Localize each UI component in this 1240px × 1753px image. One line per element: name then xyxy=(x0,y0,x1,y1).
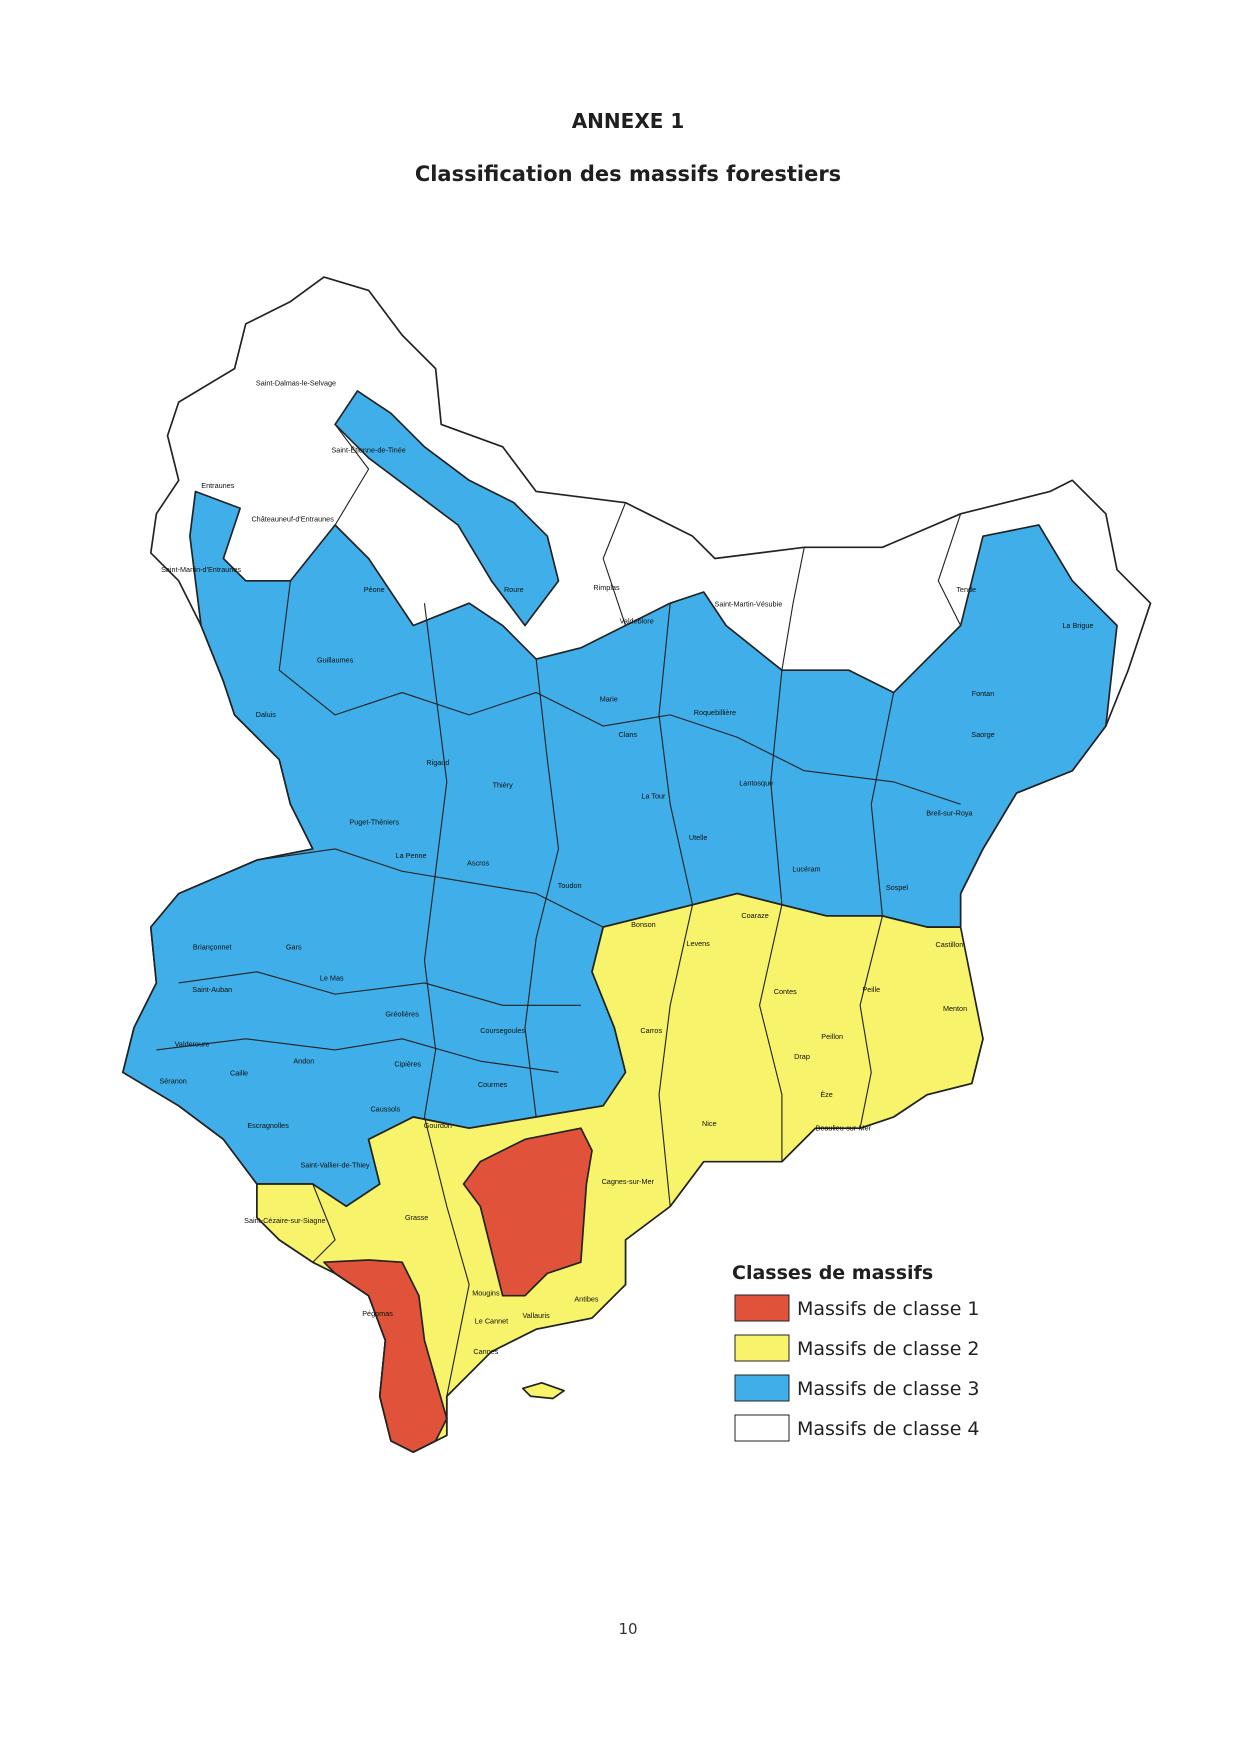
place-label: Castillon xyxy=(936,940,964,949)
place-label: Caille xyxy=(230,1069,248,1078)
place-label: Daluis xyxy=(256,710,277,719)
place-label: Saint-Cézaire-sur-Siagne xyxy=(244,1216,325,1225)
place-label: Valderoure xyxy=(175,1040,210,1049)
place-label: Rimplas xyxy=(593,583,620,592)
legend-label: Massifs de classe 3 xyxy=(797,1378,980,1400)
place-label: Clans xyxy=(618,730,637,739)
place-label: Vallauris xyxy=(523,1311,551,1320)
island xyxy=(521,1382,565,1400)
place-label: Tende xyxy=(956,585,976,594)
place-label: Peillon xyxy=(821,1032,843,1041)
place-label: Saint-Étienne-de-Tinée xyxy=(331,445,405,454)
subtitle: Classification des massifs forestiers xyxy=(415,162,841,186)
place-label: Valdeblore xyxy=(620,616,654,625)
place-label: La Tour xyxy=(641,792,666,801)
place-label: Entraunes xyxy=(201,481,234,490)
class-3-area xyxy=(334,390,560,627)
legend-swatch xyxy=(734,1294,790,1322)
place-label: Saorge xyxy=(971,730,994,739)
place-label: Grasse xyxy=(405,1213,428,1222)
place-label: Gourdon xyxy=(424,1121,452,1130)
place-label: Roquebillière xyxy=(694,708,736,717)
place-label: Guillaumes xyxy=(317,655,354,664)
place-label: Utelle xyxy=(689,833,708,842)
place-label: Beaulieu-sur-Mer xyxy=(816,1123,872,1132)
place-label: Sospel xyxy=(886,883,909,892)
place-label: Peille xyxy=(862,985,880,994)
place-label: Fontan xyxy=(972,689,995,698)
legend-label: Massifs de classe 1 xyxy=(797,1298,980,1320)
commune-borders xyxy=(156,424,962,1397)
place-label: Roure xyxy=(504,585,524,594)
place-label: Coaraze xyxy=(741,911,768,920)
page-number: 10 xyxy=(618,1620,637,1638)
place-label: Cipières xyxy=(394,1060,421,1069)
place-label: Contes xyxy=(774,987,797,996)
place-label: Saint-Vallier-de-Thiey xyxy=(301,1160,371,1169)
place-label: Levens xyxy=(686,939,710,948)
place-label: Ascros xyxy=(467,859,490,868)
map xyxy=(122,276,1152,1453)
place-label: Breil-sur-Roya xyxy=(926,808,973,817)
legend-label: Massifs de classe 2 xyxy=(797,1338,980,1360)
place-label: Saint-Martin-d'Entraunes xyxy=(161,565,241,574)
title: ANNEXE 1 xyxy=(572,109,685,133)
place-label: Châteauneuf-d'Entraunes xyxy=(251,515,334,524)
place-label: Saint-Dalmas-le-Selvage xyxy=(256,378,336,387)
place-label: Rigaud xyxy=(426,758,449,767)
place-label: Cagnes-sur-Mer xyxy=(602,1177,655,1186)
place-label: Gréolières xyxy=(385,1009,419,1018)
place-label: Le Cannet xyxy=(475,1317,508,1326)
place-label: Andon xyxy=(293,1056,314,1065)
place-label: Courmes xyxy=(478,1080,508,1089)
legend-swatch xyxy=(734,1374,790,1402)
class-1-area xyxy=(462,1127,593,1297)
place-label: Drap xyxy=(794,1052,810,1061)
place-label: Le Mas xyxy=(320,974,344,983)
place-label: Séranon xyxy=(159,1076,186,1085)
place-label: Thiéry xyxy=(493,780,514,789)
place-label: Briançonnet xyxy=(193,942,232,951)
place-label: Pégomas xyxy=(362,1309,393,1318)
place-label: Saint-Auban xyxy=(192,985,232,994)
place-label: Marie xyxy=(600,694,618,703)
place-label: Toudon xyxy=(558,881,582,890)
place-label: La Brigue xyxy=(1062,621,1093,630)
place-label: Lantosque xyxy=(739,778,773,787)
place-label: Carros xyxy=(640,1026,662,1035)
place-label: Escragnolles xyxy=(247,1121,289,1130)
place-label: La Penne xyxy=(396,851,427,860)
legend-swatch xyxy=(734,1414,790,1442)
legend: Massifs de classe 1 Massifs de classe 2 Ma… xyxy=(734,1294,980,1442)
place-label: Nice xyxy=(702,1119,717,1128)
place-label: Péone xyxy=(364,585,385,594)
legend-title: Classes de massifs xyxy=(732,1262,933,1284)
place-label: Antibes xyxy=(574,1294,599,1303)
place-label: Cannes xyxy=(473,1347,498,1356)
place-label: Gars xyxy=(286,942,302,951)
place-label: Èze xyxy=(820,1090,832,1099)
place-label: Caussols xyxy=(370,1104,400,1113)
place-label: Coursegoules xyxy=(480,1026,525,1035)
place-label: Saint-Martin-Vésubie xyxy=(715,600,783,609)
map-labels: Saint-Dalmas-le-Selvage Saint-Étienne-de-… xyxy=(159,378,1093,1355)
legend-swatch xyxy=(734,1334,790,1362)
place-label: Puget-Théniers xyxy=(349,817,399,826)
place-label: Menton xyxy=(943,1004,967,1013)
legend-label: Massifs de classe 4 xyxy=(797,1418,980,1440)
place-label: Lucéram xyxy=(792,864,820,873)
class-1-area xyxy=(323,1259,448,1453)
place-label: Bonson xyxy=(631,920,656,929)
class-2-area xyxy=(256,892,984,1453)
place-label: Mougins xyxy=(472,1289,500,1298)
